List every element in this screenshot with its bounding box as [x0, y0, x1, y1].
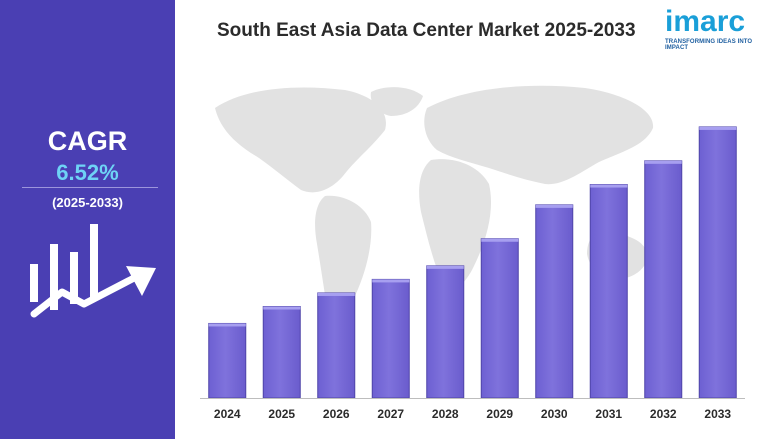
bar-top-2032 [644, 160, 682, 164]
cagr-label: CAGR [47, 126, 128, 156]
x-tick-label: 2024 [214, 407, 241, 421]
bar-2026 [317, 292, 356, 399]
cagr-period: (2025-2033) [52, 195, 123, 210]
imarc-logo: imarc TRANSFORMING IDEAS INTO IMPACT [665, 5, 775, 52]
bar-top-2027 [372, 279, 410, 283]
x-tick-label: 2031 [595, 407, 622, 421]
bar-top-2030 [535, 204, 573, 208]
x-tick-labels: 2024 2025 2026 2027 2028 2029 2030 2031 2032 2033 [214, 407, 732, 421]
bar-2032 [644, 160, 683, 399]
bar-chart: 2024 2025 2026 2027 2028 2029 2030 2031 2032 2033 [200, 85, 745, 421]
bar-2030 [535, 204, 574, 399]
bar-2028 [426, 265, 465, 399]
x-tick-label: 2030 [541, 407, 568, 421]
logo-wordmark: imarc [665, 5, 746, 38]
cagr-divider [22, 187, 158, 188]
x-tick-label: 2028 [432, 407, 459, 421]
x-tick-label: 2025 [268, 407, 295, 421]
x-tick-label: 2029 [486, 407, 513, 421]
bar-top-2031 [590, 184, 628, 188]
bar-2024 [208, 322, 247, 399]
x-tick-label: 2033 [704, 407, 731, 421]
bar-2027 [371, 278, 410, 399]
bar-2025 [262, 306, 301, 399]
bar-top-2033 [699, 126, 737, 130]
x-tick-label: 2026 [323, 407, 350, 421]
chart-area: 2024 2025 2026 2027 2028 2029 2030 2031 2032 2033… [175, 0, 780, 439]
bar-2029 [480, 238, 519, 399]
cagr-value: 6.52% [56, 160, 119, 185]
bar-growth-arrow-icon [30, 224, 156, 318]
bar-top-2025 [263, 306, 301, 310]
bar-top-2024 [208, 323, 246, 327]
bar-2033 [698, 126, 737, 399]
x-tick-label: 2027 [377, 407, 404, 421]
x-tick-label: 2032 [650, 407, 677, 421]
world-map-background [215, 85, 654, 324]
bar-top-2026 [317, 292, 355, 296]
chart-title: South East Asia Data Center Market 2025-… [217, 20, 636, 41]
logo-tagline: TRANSFORMING IDEAS INTO IMPACT [665, 39, 753, 51]
bar-top-2029 [481, 238, 519, 242]
bar-top-2028 [426, 265, 464, 269]
cagr-panel: CAGR 6.52% (2025-2033) [0, 0, 175, 439]
bar-2031 [589, 184, 628, 399]
bars-group [208, 126, 737, 399]
